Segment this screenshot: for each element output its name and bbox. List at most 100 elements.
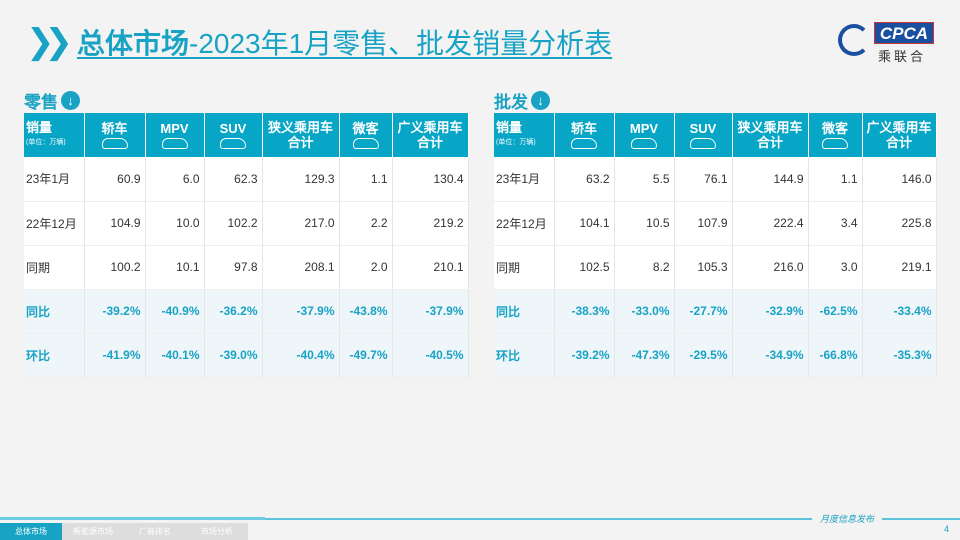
table-row: 22年12月 104.1 10.5 107.9 222.4 3.4 225.8 [494, 201, 937, 246]
footer-tabs: 总体市场 新能源市场 厂商排名 市场分析 [0, 523, 248, 540]
table-cell: 62.3 [204, 157, 263, 202]
header-cell: 微客 [339, 113, 393, 157]
table-cell: -36.2% [204, 289, 263, 334]
table-cell: 同期 [494, 245, 555, 290]
table-cell: 10.1 [145, 245, 205, 290]
table-cell: 225.8 [862, 201, 937, 246]
table-cell: 23年1月 [494, 157, 555, 202]
table-cell: 146.0 [862, 157, 937, 202]
logo-mark-icon [838, 24, 870, 56]
table-row: 同比 -39.2% -40.9% -36.2% -37.9% -43.8% -37.9% [24, 289, 469, 334]
header-cell: 销量 (单位：万辆) [494, 113, 555, 157]
car-icon [352, 138, 379, 149]
table-cell: 同期 [24, 245, 85, 290]
table-cell: 104.1 [554, 201, 615, 246]
tab-overall-market[interactable]: 总体市场 [0, 523, 62, 540]
arrow-down-circle-icon: ↓ [61, 91, 80, 110]
table-cell: 22年12月 [24, 201, 85, 246]
table-cell: 3.4 [808, 201, 863, 246]
header-cell: 轿车 [554, 113, 615, 157]
table-cell: 10.0 [145, 201, 205, 246]
table-cell: -40.9% [145, 289, 205, 334]
table-cell: 环比 [24, 333, 85, 378]
tab-manufacturer-ranking[interactable]: 厂商排名 [124, 523, 186, 540]
table-cell: -43.8% [339, 289, 393, 334]
table-cell: -38.3% [554, 289, 615, 334]
table-row: 22年12月 104.9 10.0 102.2 217.0 2.2 219.2 [24, 201, 469, 246]
page-number: 4 [944, 524, 950, 534]
table-cell: 22年12月 [494, 201, 555, 246]
table-cell: -39.2% [84, 289, 146, 334]
header-cell: 轿车 [84, 113, 146, 157]
table-cell: 216.0 [732, 245, 809, 290]
table-cell: 219.1 [862, 245, 937, 290]
table-cell: 76.1 [674, 157, 733, 202]
header-cell: MPV [145, 113, 205, 157]
table-cell: -41.9% [84, 333, 146, 378]
table-cell: -47.3% [614, 333, 675, 378]
page-title: ❯❯ 总体市场-2023年1月零售、批发销量分析表 [26, 22, 612, 62]
car-icon [101, 138, 128, 149]
table-cell: 130.4 [392, 157, 469, 202]
table-cell: 100.2 [84, 245, 146, 290]
table-cell: 同比 [24, 289, 85, 334]
header-cell: MPV [614, 113, 675, 157]
arrow-down-circle-icon: ↓ [531, 91, 550, 110]
wholesale-table: 销量 (单位：万辆) 轿车 MPV SUV 狭义乘用车合计 微客 广义乘用车合计 23年1月 63… [494, 113, 937, 378]
table-cell: 129.3 [262, 157, 340, 202]
table-row: 23年1月 63.2 5.5 76.1 144.9 1.1 146.0 [494, 157, 937, 202]
table-row: 同比 -38.3% -33.0% -27.7% -32.9% -62.5% -33.4% [494, 289, 937, 334]
table-cell: 217.0 [262, 201, 340, 246]
header-cell: SUV [204, 113, 263, 157]
table-cell: -37.9% [392, 289, 469, 334]
wholesale-section-label: 批发 ↓ [494, 88, 550, 113]
car-icon [571, 138, 597, 149]
tab-market-analysis[interactable]: 市场分析 [186, 523, 248, 540]
table-cell: -34.9% [732, 333, 809, 378]
table-cell: 105.3 [674, 245, 733, 290]
table-cell: 97.8 [204, 245, 263, 290]
table-cell: 60.9 [84, 157, 146, 202]
table-cell: -37.9% [262, 289, 340, 334]
header-cell: 广义乘用车合计 [392, 113, 469, 157]
table-cell: 23年1月 [24, 157, 85, 202]
table-cell: 同比 [494, 289, 555, 334]
table-cell: -40.4% [262, 333, 340, 378]
table-cell: 2.2 [339, 201, 393, 246]
title-rest: -2023年1月零售、批发销量分析表 [189, 28, 613, 59]
table-cell: 3.0 [808, 245, 863, 290]
header-cell: 狭义乘用车合计 [262, 113, 340, 157]
table-row: 同期 100.2 10.1 97.8 208.1 2.0 210.1 [24, 245, 469, 290]
header-row: 销量 (单位：万辆) 轿车 MPV SUV 狭义乘用车合计 微客 广义乘用车合计 [494, 113, 937, 157]
title-bold: 总体市场 [76, 28, 189, 59]
table-cell: -39.2% [554, 333, 615, 378]
table-cell: -27.7% [674, 289, 733, 334]
table-row: 环比 -41.9% -40.1% -39.0% -40.4% -49.7% -40.5% [24, 333, 469, 378]
car-icon [220, 138, 246, 149]
retail-section-label: 零售 ↓ [24, 88, 80, 113]
table-cell: -49.7% [339, 333, 393, 378]
header-cell: 微客 [808, 113, 863, 157]
table-cell: 6.0 [145, 157, 205, 202]
table-row: 同期 102.5 8.2 105.3 216.0 3.0 219.1 [494, 245, 937, 290]
header-cell: 广义乘用车合计 [862, 113, 937, 157]
wholesale-label: 批发 [494, 93, 528, 112]
table-cell: 107.9 [674, 201, 733, 246]
header-row: 销量 (单位：万辆) 轿车 MPV SUV 狭义乘用车合计 微客 广义乘用车合计 [24, 113, 469, 157]
car-icon [631, 138, 657, 149]
table-row: 环比 -39.2% -47.3% -29.5% -34.9% -66.8% -35.3% [494, 333, 937, 378]
tab-new-energy[interactable]: 新能源市场 [62, 523, 124, 540]
retail-table: 销量 (单位：万辆) 轿车 MPV SUV 狭义乘用车合计 微客 广义乘用车合计 23年1月 60… [24, 113, 469, 378]
table-cell: 210.1 [392, 245, 469, 290]
table-cell: 63.2 [554, 157, 615, 202]
table-cell: -33.4% [862, 289, 937, 334]
table-cell: 144.9 [732, 157, 809, 202]
table-cell: -29.5% [674, 333, 733, 378]
header-cell: 销量 (单位：万辆) [24, 113, 85, 157]
table-cell: -35.3% [862, 333, 937, 378]
car-icon [161, 138, 188, 149]
logo-cn: 乘联合 [878, 49, 927, 64]
table-cell: -39.0% [204, 333, 263, 378]
car-icon [822, 138, 848, 149]
table-cell: 环比 [494, 333, 555, 378]
